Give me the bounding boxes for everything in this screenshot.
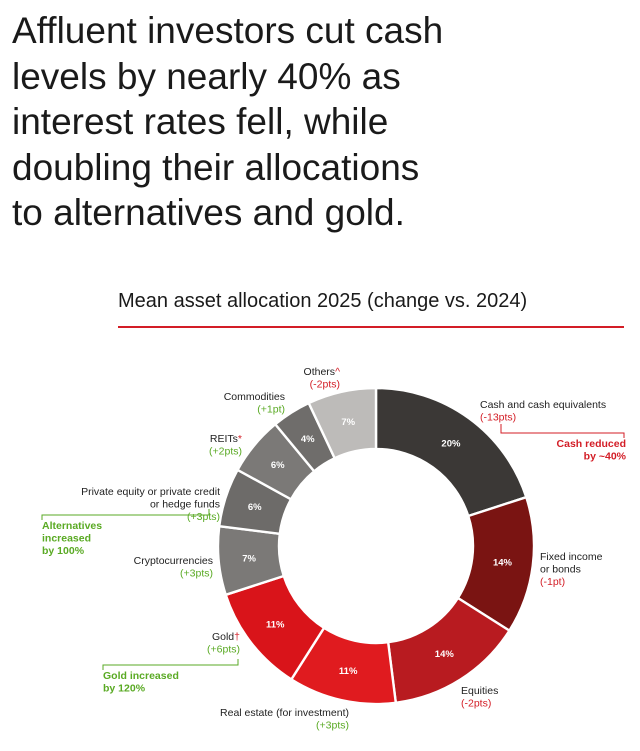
change-commodities: (+1pt)	[257, 404, 285, 416]
cash-reduced-note: by ~40%	[584, 451, 627, 463]
label-others: Others^	[304, 366, 341, 378]
headline: Affluent investors cut cash levels by ne…	[12, 8, 632, 236]
alternatives-increased-note: by 100%	[42, 545, 85, 557]
slice-value-label: 14%	[493, 557, 513, 568]
label-cash: Cash and cash equivalents	[480, 399, 606, 411]
gold-callout-line	[102, 659, 239, 670]
slice-value-label: 7%	[242, 553, 256, 564]
headline-line: levels by nearly 40% as	[12, 55, 401, 97]
change-gold: (+6pts)	[207, 644, 240, 656]
slice-value-label: 4%	[301, 434, 315, 445]
label-gold: Gold†	[212, 631, 240, 643]
label-pe: Private equity or private credit	[81, 486, 220, 498]
change-fixed: (-1pt)	[540, 576, 565, 588]
change-others: (-2pts)	[310, 379, 340, 391]
label-fixed: or bonds	[540, 564, 581, 576]
change-equities: (-2pts)	[461, 698, 491, 710]
label-realestate: Real estate (for investment)	[220, 707, 349, 719]
headline-line: doubling their allocations	[12, 146, 420, 188]
label-pe: or hedge funds	[150, 499, 220, 511]
label-mark: ^	[335, 366, 340, 378]
change-crypto: (+3pts)	[180, 568, 213, 580]
cash-callout-line	[500, 424, 625, 438]
slice-others	[307, 386, 378, 460]
slice-value-label: 14%	[435, 649, 455, 660]
title-rule	[118, 326, 624, 328]
change-pe: (+3pts)	[187, 511, 220, 523]
slice-value-label: 11%	[339, 666, 358, 677]
headline-line: Affluent investors cut cash	[12, 10, 444, 51]
label-reits: REITs*	[210, 433, 242, 445]
label-equities: Equities	[461, 685, 498, 697]
label-crypto: Cryptocurrencies	[134, 555, 213, 567]
headline-line: interest rates fell, while	[12, 101, 389, 142]
cash-reduced-note: Cash reduced	[557, 438, 626, 450]
change-cash: (-13pts)	[480, 412, 516, 424]
change-reits: (+2pts)	[209, 446, 242, 458]
label-fixed: Fixed income	[540, 551, 603, 563]
gold-increased-note: by 120%	[103, 683, 146, 695]
label-commodities: Commodities	[224, 391, 285, 403]
alternatives-increased-note: Alternatives	[42, 520, 102, 532]
alternatives-increased-note: increased	[42, 533, 91, 545]
gold-increased-note: Gold increased	[103, 670, 179, 682]
label-mark: †	[234, 631, 240, 643]
slice-value-label: 6%	[271, 460, 285, 471]
slice-value-label: 11%	[266, 620, 285, 631]
label-mark: *	[238, 433, 242, 445]
slice-value-label: 7%	[341, 417, 355, 428]
slice-value-label: 6%	[248, 502, 262, 513]
chart-title: Mean asset allocation 2025 (change vs. 2…	[118, 290, 528, 312]
change-realestate: (+3pts)	[316, 720, 349, 732]
headline-line: to alternatives and gold.	[12, 192, 405, 233]
slice-value-label: 20%	[441, 438, 461, 449]
alternatives-callout-line	[41, 509, 210, 520]
